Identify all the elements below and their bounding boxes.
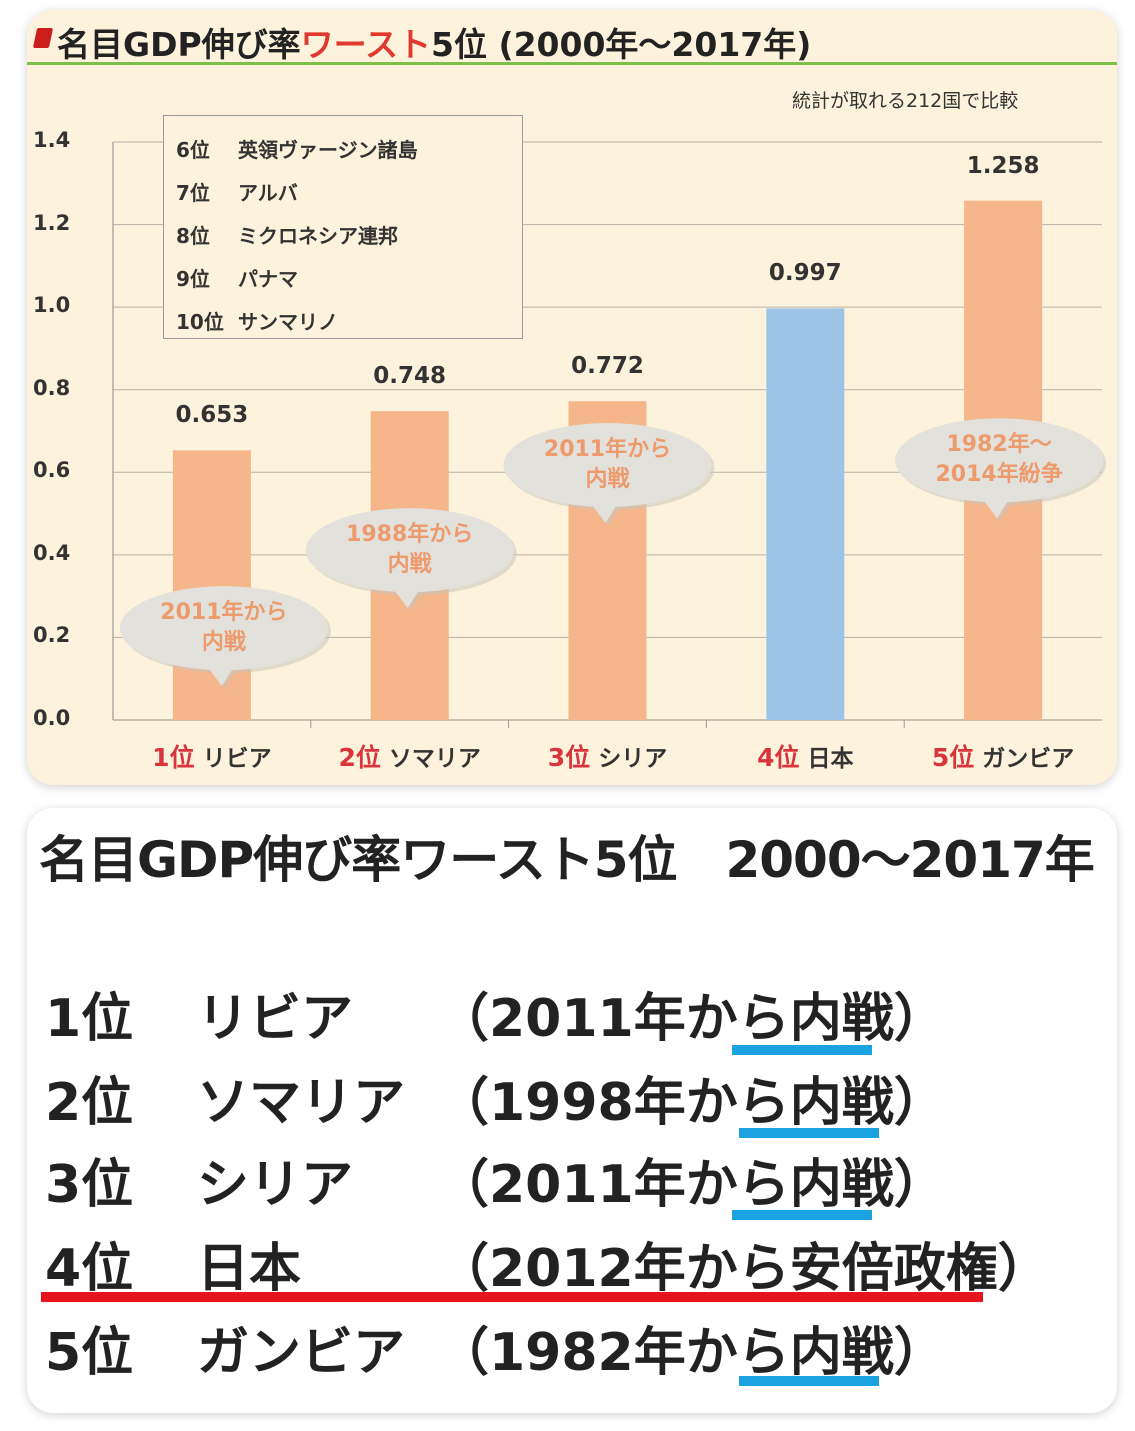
row-country: ガンビア [197,1323,406,1383]
summary-title: 名目GDP伸び率ワースト5位 2000～2017年 [39,831,1095,889]
x-category-label: 2位 ソマリア [338,743,481,772]
y-tick-label: 0.2 [33,623,71,648]
legend-box: 6位 英領ヴァージン諸島 7位 アルバ 8位 ミクロネシア連邦 9位 パナマ 10位 サン… [163,115,523,339]
data-label: 0.748 [373,363,447,390]
header-rule [27,62,1117,65]
chart-note: 統計が取れる212国で比較 [792,90,1019,112]
row-rank: 5位 [45,1323,134,1383]
row-note: （2011年から内戦） [437,989,946,1049]
row-rank: 1位 [45,989,134,1049]
y-tick-label: 0.6 [33,458,71,483]
row-country: 日本 [197,1239,302,1299]
annotation-bubble [119,586,328,671]
annotation-bubble [305,508,514,593]
bar [766,308,845,720]
annotation-text: 1982年～ 2014年紛争 [935,432,1063,488]
data-label: 0.653 [175,402,249,429]
data-label: 1.258 [966,152,1040,179]
row-rank: 3位 [45,1155,134,1215]
legend-item: 7位 アルバ [176,181,298,205]
annotation-bubble [895,418,1104,503]
row-note: （2011年から内戦） [437,1155,946,1215]
underline-blue [732,1045,872,1055]
row-note: （1998年から内戦） [437,1073,946,1133]
row-country: ソマリア [197,1073,406,1133]
chart-header: 名目GDP伸び率ワースト5位 (2000年～2017年) [57,25,812,64]
x-category-label: 4位 日本 [757,743,854,772]
underline-red [41,1292,983,1302]
summary-card: 名目GDP伸び率ワースト5位 2000～2017年 1位 リビア （2011年か… [27,808,1117,1413]
y-tick-label: 1.4 [33,128,71,152]
y-tick-label: 0.4 [33,540,71,565]
annotation-text: 1988年から 内戦 [346,522,474,578]
x-category-label: 1位 リビア [152,743,272,772]
annotation-text: 2011年から 内戦 [543,437,672,493]
underline-blue [732,1210,872,1220]
y-tick-label: 1.2 [33,210,71,235]
annotation-text: 2011年から 内戦 [160,600,288,656]
row-country: シリア [197,1155,354,1215]
legend-item: 8位 ミクロネシア連邦 [176,224,398,248]
underline-blue [739,1376,879,1386]
data-label: 0.772 [571,353,644,380]
y-tick-label: 0.8 [33,375,71,400]
y-tick-label: 1.0 [33,293,71,318]
legend-item: 9位 パナマ [176,267,298,291]
chart-card: 名目GDP伸び率ワースト5位 (2000年～2017年) 統計が取れる212国で… [27,10,1117,785]
row-rank: 4位 [45,1239,134,1299]
bar-chart [112,141,1107,728]
legend-item: 10位 サンマリノ [176,310,338,334]
y-tick-label: 0.0 [33,706,71,730]
annotation-bubble [503,423,712,508]
header-highlight: ワースト [300,25,432,64]
legend-item: 6位 英領ヴァージン諸島 [176,138,418,162]
row-rank: 2位 [45,1073,134,1133]
row-note: （2012年から安倍政権） [437,1239,1050,1299]
data-label: 0.997 [768,260,842,287]
bar [172,450,251,720]
underline-blue [739,1128,879,1138]
row-country: リビア [197,989,354,1049]
x-category-label: 5位 ガンビア [931,743,1075,772]
x-category-label: 3位 シリア [547,743,668,772]
row-note: （1982年から内戦） [437,1323,946,1383]
